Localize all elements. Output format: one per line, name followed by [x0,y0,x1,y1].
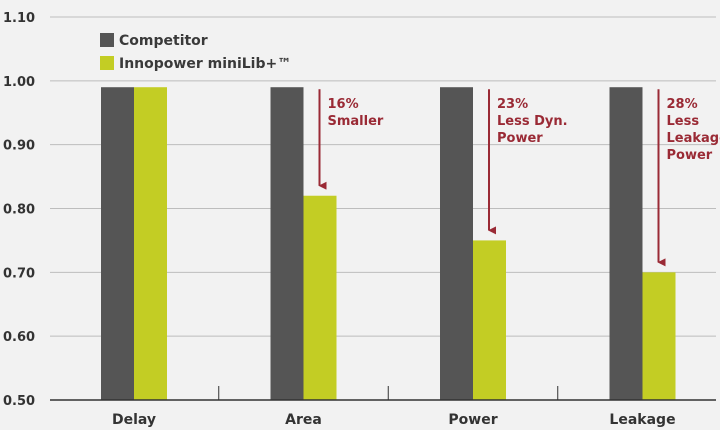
annotations: 16% Smaller 23% Less Dyn. Power 28% Less Leakag… [318,89,720,267]
y-tick-label: 0.60 [3,330,35,345]
annotation-text: 23% [497,97,528,112]
bar-area-innopower [303,195,337,400]
x-category-label: Delay [112,412,156,428]
bar-power-innopower [473,240,506,400]
y-tick-label: 0.50 [3,394,35,409]
annotation-text: Less Dyn. [497,114,568,129]
bars [101,87,676,400]
y-tick-label: 1.00 [3,75,35,90]
annotation-text: Less [667,114,700,129]
x-category-label: Leakage [609,412,675,428]
legend-swatch [100,56,114,70]
annotation-text: 28% [667,97,698,112]
x-category-label: Power [448,412,497,428]
annotation-text: Leakage [667,131,720,146]
y-tick-label: 0.80 [3,203,35,218]
legend: Competitor Innopower miniLib+™ [100,33,291,72]
annotation-text: Power [667,148,713,163]
y-axis-tick-labels: 0.50 0.60 0.70 0.80 0.90 1.00 1.10 [3,11,35,409]
x-category-label: Area [285,412,322,428]
bar-leakage-competitor [609,87,643,400]
legend-label: Innopower miniLib+™ [119,56,291,72]
y-tick-label: 0.90 [3,139,35,154]
legend-swatch [100,33,114,47]
x-axis [50,386,716,401]
annotation-text: Power [497,131,543,146]
bar-area-competitor [270,87,304,400]
bar-delay-competitor [101,87,134,400]
annotation-text: Smaller [328,114,384,129]
annotation-text: 16% [328,97,359,112]
bar-leakage-innopower [642,272,676,400]
bar-power-competitor [440,87,473,400]
y-tick-label: 1.10 [3,11,35,26]
y-tick-label: 0.70 [3,266,35,281]
x-axis-category-labels: Delay Area Power Leakage [112,412,676,428]
bar-delay-innopower [134,87,167,400]
legend-label: Competitor [119,33,208,49]
